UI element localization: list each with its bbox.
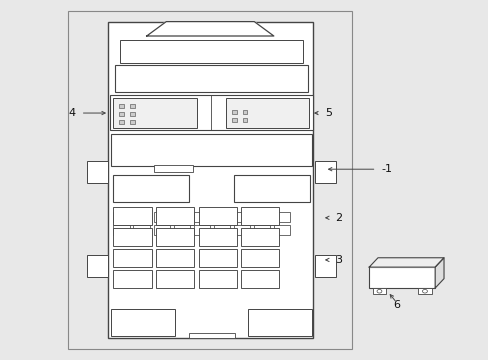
Bar xyxy=(120,40,303,63)
Bar xyxy=(193,212,210,222)
Bar xyxy=(233,212,250,222)
Bar xyxy=(115,65,307,92)
Bar xyxy=(111,309,175,336)
Polygon shape xyxy=(368,258,443,267)
Bar xyxy=(253,225,270,235)
Bar xyxy=(273,212,290,222)
Bar xyxy=(113,225,130,235)
Bar xyxy=(213,225,230,235)
Bar xyxy=(417,288,431,294)
Bar xyxy=(119,112,124,116)
Bar xyxy=(113,228,151,246)
Bar xyxy=(156,249,194,267)
Bar xyxy=(133,225,150,235)
Polygon shape xyxy=(146,22,273,36)
Bar xyxy=(119,104,124,108)
Bar xyxy=(154,165,193,172)
Bar xyxy=(173,212,190,222)
Bar xyxy=(242,118,247,122)
Bar xyxy=(110,95,312,130)
Bar xyxy=(198,207,236,225)
Bar xyxy=(173,225,190,235)
Bar xyxy=(156,228,194,246)
Bar xyxy=(225,98,308,128)
Bar xyxy=(241,207,279,225)
Circle shape xyxy=(376,289,381,293)
Bar xyxy=(113,249,151,267)
Bar xyxy=(113,98,196,128)
Bar xyxy=(156,207,194,225)
Bar xyxy=(241,270,279,288)
Bar xyxy=(130,112,135,116)
Text: 3: 3 xyxy=(334,255,341,265)
Bar xyxy=(87,161,107,183)
Bar xyxy=(213,212,230,222)
Bar xyxy=(233,225,250,235)
Bar xyxy=(253,212,270,222)
Bar xyxy=(113,175,189,202)
Bar xyxy=(248,309,311,336)
Bar xyxy=(198,270,236,288)
Bar xyxy=(153,212,170,222)
Bar xyxy=(231,110,236,114)
Bar xyxy=(241,249,279,267)
Bar xyxy=(107,22,312,338)
Bar xyxy=(193,225,210,235)
Bar xyxy=(233,175,309,202)
Bar xyxy=(231,118,236,122)
Bar xyxy=(241,228,279,246)
Bar xyxy=(153,225,170,235)
Text: 2: 2 xyxy=(334,213,342,223)
Bar xyxy=(133,212,150,222)
Bar xyxy=(87,255,107,277)
Bar xyxy=(372,288,386,294)
Bar xyxy=(130,104,135,108)
Text: 4: 4 xyxy=(68,108,76,118)
Bar xyxy=(188,333,234,338)
Text: -1: -1 xyxy=(381,164,391,174)
Bar xyxy=(113,212,130,222)
Bar xyxy=(156,270,194,288)
Text: 5: 5 xyxy=(325,108,331,118)
Bar xyxy=(315,161,335,183)
Bar xyxy=(130,120,135,124)
Bar xyxy=(113,270,151,288)
Bar xyxy=(273,225,290,235)
Bar xyxy=(368,267,434,288)
Bar xyxy=(119,120,124,124)
Bar xyxy=(242,110,247,114)
Circle shape xyxy=(422,289,427,293)
Bar xyxy=(198,249,236,267)
Bar xyxy=(315,255,335,277)
Polygon shape xyxy=(434,258,443,288)
Bar xyxy=(68,11,351,349)
Bar xyxy=(111,134,311,166)
Text: 6: 6 xyxy=(393,300,400,310)
Bar xyxy=(113,207,151,225)
Bar xyxy=(198,228,236,246)
